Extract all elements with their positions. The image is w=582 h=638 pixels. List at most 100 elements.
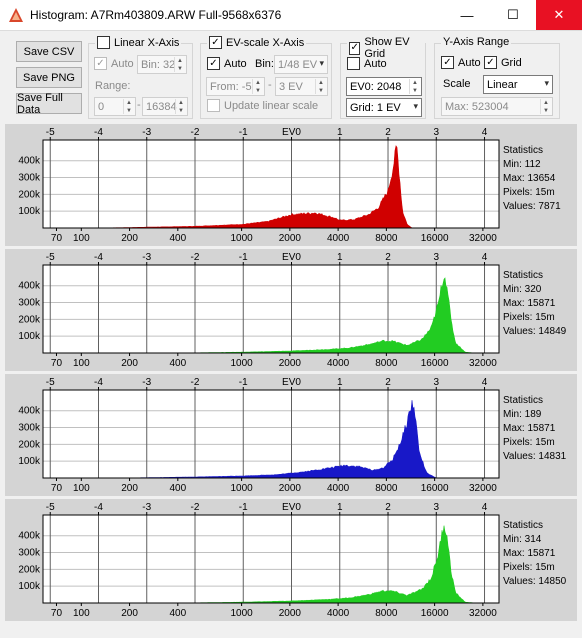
y-max-value: Max: 523004	[445, 100, 509, 113]
y-tick-label: 200k	[18, 314, 41, 325]
stats-min: Min: 320	[503, 284, 542, 295]
update-linear-scale-row: Update linear scale	[207, 99, 318, 112]
linear-tick-label: 200	[121, 483, 138, 494]
plot-border	[42, 514, 500, 604]
ev-tick-label: -2	[191, 502, 200, 513]
linear-tick-label: 16000	[421, 608, 449, 619]
linear-range-to-input[interactable]: 16384 ▲ ▼	[142, 97, 188, 116]
plot-background	[43, 390, 499, 478]
linear-tick-label: 2000	[279, 233, 302, 244]
y-tick-label: 400k	[18, 281, 41, 292]
chevron-down-icon: ▾	[544, 78, 549, 88]
ev0-spinner[interactable]: ▲ ▼	[409, 79, 420, 94]
ev-tick-label: 1	[337, 252, 343, 263]
linear-x-axis-checkbox[interactable]	[97, 36, 110, 49]
linear-x-axis-toggle[interactable]: Linear X-Axis	[95, 36, 182, 49]
stats-title: Statistics	[503, 270, 544, 281]
y-auto-checkbox[interactable]: ✓	[441, 56, 454, 69]
ev-from-spinner[interactable]: ▲ ▼	[252, 79, 263, 94]
close-button[interactable]: ✕	[536, 0, 582, 30]
linear-tick-label: 100	[73, 608, 90, 619]
linear-range-from-input[interactable]: 0 ▲ ▼	[94, 97, 136, 116]
linear-bin-input[interactable]: Bin: 32 ▲ ▼	[137, 55, 187, 74]
y-tick-label: 400k	[18, 406, 41, 417]
ev-bin-label: Bin:	[255, 58, 274, 70]
y-max-input[interactable]: Max: 523004 ▲ ▼	[441, 97, 553, 116]
y-tick-label: 200k	[18, 564, 41, 575]
ev-auto-checkbox[interactable]: ✓	[207, 57, 220, 70]
statistics-blue: Statistics Min: 189 Max: 15871 Pixels: 1…	[503, 394, 566, 464]
linear-tick-label: 2000	[279, 483, 302, 494]
ev0-input[interactable]: EV0: 2048 ▲ ▼	[346, 77, 422, 96]
save-csv-button[interactable]: Save CSV	[16, 41, 82, 62]
ev-tick-label: 4	[482, 252, 488, 263]
ev-bin-select[interactable]: 1/48 EV ▾	[274, 55, 328, 74]
ev-tick-label: 4	[482, 127, 488, 138]
y-tick-label: 100k	[18, 206, 41, 217]
y-max-spinner[interactable]: ▲ ▼	[540, 99, 551, 114]
linear-x-axis-group: Linear X-Axis ✓ Auto Bin: 32 ▲ ▼ Range: 0…	[88, 36, 193, 119]
y-tick-label: 300k	[18, 423, 41, 434]
ev-scale-x-axis-checkbox[interactable]: ✓	[209, 36, 222, 49]
linear-auto-checkbox[interactable]: ✓	[94, 57, 107, 70]
ev-grid-auto-checkbox[interactable]	[347, 57, 360, 70]
ev-from-input[interactable]: From: -5 ▲ ▼	[206, 77, 265, 96]
ev-tick-label: -1	[239, 377, 248, 388]
ev-grid-step-select[interactable]: Grid: 1 EV ▾	[346, 98, 422, 117]
linear-range-from-spinner[interactable]: ▲ ▼	[123, 99, 134, 114]
y-scale-select[interactable]: Linear ▾	[483, 75, 553, 94]
ev-scale-x-axis-toggle[interactable]: ✓ EV-scale X-Axis	[207, 36, 307, 49]
stats-values: Values: 14850	[503, 576, 567, 587]
stats-max: Max: 15871	[503, 548, 556, 559]
ev-from-value: From: -5	[210, 80, 252, 93]
stats-pixels: Pixels: 15m	[503, 437, 555, 448]
ev-tick-label: -5	[46, 127, 55, 138]
ev-tick-label: -4	[94, 377, 103, 388]
linear-tick-label: 32000	[469, 483, 497, 494]
linear-tick-label: 70	[51, 233, 63, 244]
linear-tick-label: 70	[51, 483, 63, 494]
linear-auto-row: ✓ Auto	[94, 57, 134, 70]
ev-to-spinner[interactable]: ▲ ▼	[315, 79, 326, 94]
plot-border	[42, 139, 500, 229]
linear-range-from-value: 0	[98, 100, 105, 113]
linear-range-to-spinner[interactable]: ▲ ▼	[175, 99, 186, 114]
linear-tick-label: 8000	[375, 608, 398, 619]
minimize-button[interactable]: —	[460, 7, 474, 23]
linear-bin-spinner[interactable]: ▲ ▼	[174, 57, 185, 72]
y-grid-checkbox[interactable]: ✓	[484, 56, 497, 69]
update-linear-scale-checkbox[interactable]	[207, 99, 220, 112]
ev-tick-label: -3	[142, 502, 151, 513]
ev-tick-label: -1	[239, 502, 248, 513]
y-tick-label: 400k	[18, 531, 41, 542]
ev-tick-label: EV0	[282, 502, 301, 513]
stats-pixels: Pixels: 15m	[503, 187, 555, 198]
linear-tick-label: 2000	[279, 358, 302, 369]
ev-to-input[interactable]: 3 EV ▲ ▼	[275, 77, 328, 96]
linear-tick-label: 400	[169, 483, 186, 494]
ev-tick-label: 2	[385, 502, 391, 513]
ev-to-value: 3 EV	[279, 80, 303, 93]
ev-tick-label: 2	[385, 377, 391, 388]
show-ev-grid-toggle[interactable]: ✓ Show EV Grid	[347, 36, 425, 60]
histogram-panel-red[interactable]: 400k 300k 200k 100k -5 -4 -3 -2 -1 EV0 1 2 3 4 70 100 20…	[5, 124, 577, 246]
linear-tick-label: 400	[169, 233, 186, 244]
save-full-data-button[interactable]: Save Full Data	[16, 92, 82, 116]
maximize-button[interactable]: ☐	[507, 7, 519, 22]
ev-auto-label: Auto	[224, 57, 247, 70]
histogram-panel-blue[interactable]: 400k 300k 200k 100k -5 -4 -3 -2 -1 EV0 1 2 3 4 70 100 20…	[5, 374, 577, 496]
ev-tick-label: 4	[482, 377, 488, 388]
ev-tick-label: -1	[239, 127, 248, 138]
ev-tick-label: EV0	[282, 127, 301, 138]
show-ev-grid-checkbox[interactable]: ✓	[349, 41, 361, 55]
y-grid-row: ✓ Grid	[484, 56, 522, 69]
histogram-panel-luminance[interactable]: 400k 300k 200k 100k -5 -4 -3 -2 -1 EV0 1 2 3 4 70 100 20…	[5, 499, 577, 621]
show-ev-grid-label: Show EV Grid	[364, 36, 410, 60]
histogram-area: 400k 300k 200k 100k -5 -4 -3 -2 -1 EV0 1 2 3 4 70 100 20…	[0, 122, 582, 638]
save-png-button[interactable]: Save PNG	[16, 67, 82, 88]
stats-values: Values: 14849	[503, 326, 567, 337]
linear-tick-label: 8000	[375, 233, 398, 244]
ev-tick-label: -5	[46, 377, 55, 388]
histogram-panel-green[interactable]: 400k 300k 200k 100k -5 -4 -3 -2 -1 EV0 1 2 3 4 70 100 20…	[5, 249, 577, 371]
ev-tick-label: 2	[385, 127, 391, 138]
